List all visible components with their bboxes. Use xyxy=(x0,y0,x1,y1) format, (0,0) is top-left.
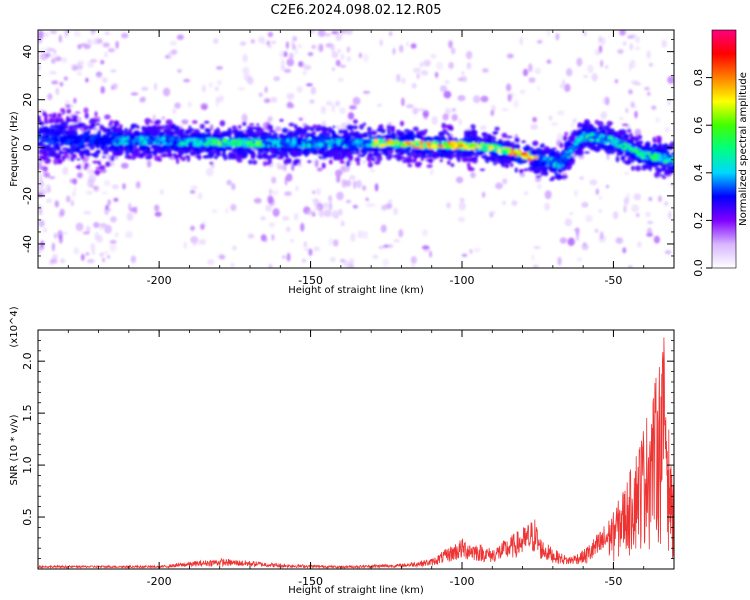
y-tick-label: 40 xyxy=(21,45,34,59)
snr-xlabel: Height of straight line (km) xyxy=(288,585,424,596)
colorbar-tick-label: 0.8 xyxy=(692,69,705,87)
y-tick-label: 1.0 xyxy=(21,456,34,474)
snr-ylabel: SNR (10 * v/v) xyxy=(9,414,20,485)
snr-series-line xyxy=(38,337,674,569)
y-tick-label: 20 xyxy=(21,93,34,107)
y-tick-label: 1.5 xyxy=(21,404,34,422)
y-tick-label: 0 xyxy=(21,144,34,151)
y-tick-label: 0.5 xyxy=(21,508,34,526)
colorbar-tick-label: 0.4 xyxy=(692,164,705,182)
x-tick-label: -150 xyxy=(298,575,323,588)
x-tick-label: -100 xyxy=(450,575,475,588)
chart-title: C2E6.2024.098.02.12.R05 xyxy=(270,3,441,18)
x-tick-label: -200 xyxy=(147,274,172,287)
colorbar-tick-label: 0.6 xyxy=(692,116,705,134)
snr-frame xyxy=(37,329,675,570)
y-tick-label: -40 xyxy=(21,235,34,253)
spectrogram-xlabel: Height of straight line (km) xyxy=(288,285,424,296)
x-tick-label: -150 xyxy=(298,274,323,287)
spectrogram-frame xyxy=(37,29,675,269)
spectrogram-image xyxy=(38,30,674,268)
snr-scale-label: (x10^4) xyxy=(9,306,20,347)
colorbar: 0.0 0.2 0.4 0.6 0.8 Normalized spectral ampl… xyxy=(692,29,749,277)
y-tick-label: 2.0 xyxy=(21,352,34,370)
x-tick-label: -200 xyxy=(147,575,172,588)
x-tick-label: -100 xyxy=(450,274,475,287)
colorbar-tick-label: 0.0 xyxy=(692,259,705,277)
snr-ticks: -200 -150 -100 -50 0.5 1.0 1.5 2.0 xyxy=(21,330,675,588)
x-tick-label: -50 xyxy=(604,575,622,588)
colorbar-ticks: 0.0 0.2 0.4 0.6 0.8 xyxy=(692,69,712,277)
colorbar-label: Normalized spectral amplitude xyxy=(738,72,749,226)
x-tick-label: -50 xyxy=(604,274,622,287)
colorbar-gradient xyxy=(712,30,736,268)
y-tick-label: -20 xyxy=(21,187,34,205)
snr-panel: -200 -150 -100 -50 0.5 1.0 1.5 2.0 Height of st… xyxy=(9,306,675,596)
colorbar-tick-label: 0.2 xyxy=(692,212,705,230)
spectrogram-ylabel: Frequency (Hz) xyxy=(9,111,20,187)
